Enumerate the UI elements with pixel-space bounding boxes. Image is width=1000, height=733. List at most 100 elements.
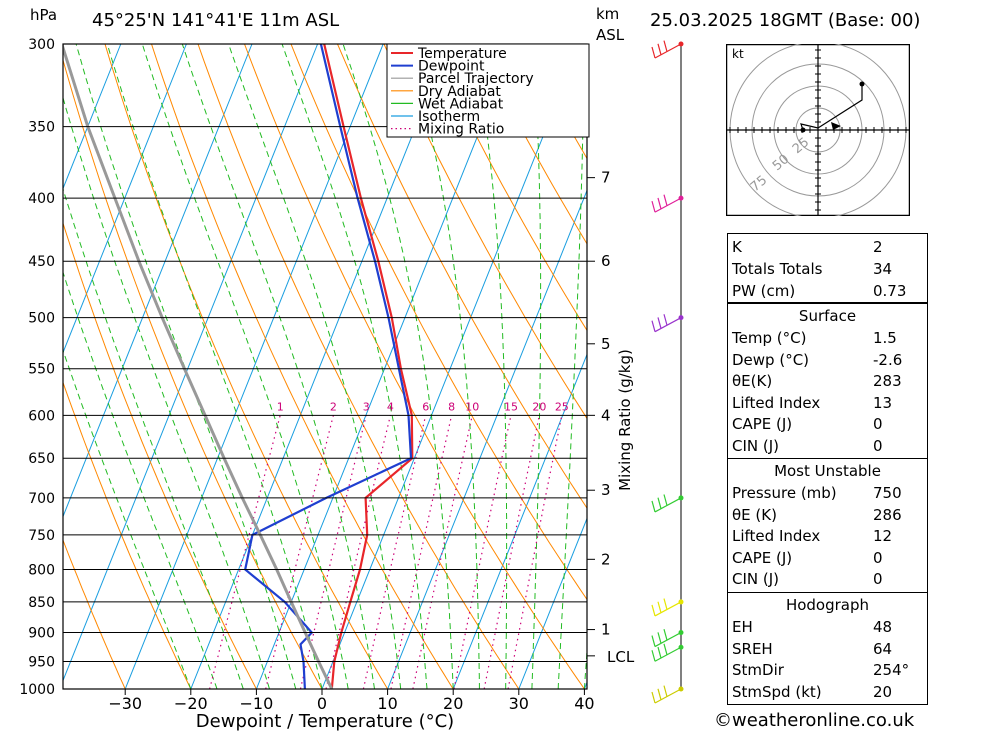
wind-barb bbox=[654, 43, 682, 59]
x-tick-label: 10 bbox=[377, 694, 397, 713]
series-line-parcel-trajectory bbox=[63, 44, 334, 689]
hodo-row-label-3: StmSpd (kt) bbox=[732, 682, 822, 701]
km-tick-label: 2 bbox=[601, 550, 611, 568]
pressure-unit-label: hPa bbox=[30, 6, 58, 24]
k-label: K bbox=[732, 238, 742, 256]
surface-row-label-1: Dewp (°C) bbox=[732, 350, 810, 369]
dry-adiabat-line bbox=[430, 44, 587, 332]
wind-barb-flag bbox=[651, 650, 656, 662]
mu-row-label-2: Lifted Index bbox=[732, 527, 821, 545]
hodo-row-value-0: 48 bbox=[873, 618, 893, 636]
surface-row-value-4: 0 bbox=[873, 415, 883, 433]
x-tick-label: 40 bbox=[574, 694, 594, 713]
wind-barb-flag bbox=[651, 691, 656, 704]
mixing-ratio-line bbox=[299, 415, 367, 689]
mixing-ratio-label: 10 bbox=[465, 400, 479, 413]
isotherm-line bbox=[63, 44, 187, 354]
wind-barb-flag bbox=[657, 497, 662, 509]
most-unstable-title: Most Unstable bbox=[774, 462, 881, 480]
mu-row-label-4: CIN (J) bbox=[732, 570, 780, 588]
mixing-ratio-axis-label: Mixing Ratio (g/kg) bbox=[616, 349, 634, 491]
mu-row-value-2: 12 bbox=[873, 527, 893, 545]
isotherm-line bbox=[387, 189, 587, 689]
mu-row-value-0: 750 bbox=[873, 484, 902, 502]
k-value: 2 bbox=[873, 238, 883, 256]
km-label: km bbox=[596, 5, 620, 23]
pressure-tick-label: 850 bbox=[28, 595, 55, 611]
wet-adiabat-line bbox=[63, 187, 244, 689]
wet-adiabat-line bbox=[63, 270, 218, 689]
km-tick-label: 4 bbox=[601, 406, 611, 424]
wind-barb-flag bbox=[663, 194, 668, 206]
mixing-ratio-label: 6 bbox=[422, 400, 429, 413]
hodograph-endpoint bbox=[859, 81, 865, 87]
pressure-tick-label: 700 bbox=[28, 491, 55, 507]
credit-link[interactable]: ©weatheronline.co.uk bbox=[714, 710, 915, 731]
wind-barb-flag bbox=[651, 500, 656, 513]
totals-label: Totals Totals bbox=[732, 260, 823, 278]
surface-row-label-3: Lifted Index bbox=[732, 393, 821, 412]
mixing-ratio-label: 25 bbox=[555, 400, 569, 413]
surface-row-label-2: θE(K) bbox=[732, 372, 773, 390]
hodo-row-label-1: SREH bbox=[732, 639, 773, 658]
datetime-title: 25.03.2025 18GMT (Base: 00) bbox=[650, 10, 921, 31]
surface-row-value-3: 13 bbox=[873, 393, 893, 412]
mu-row-value-1: 286 bbox=[873, 505, 902, 524]
km-tick-label: 1 bbox=[601, 621, 611, 639]
wind-barb-flag bbox=[657, 601, 662, 613]
asl-label: ASL bbox=[596, 26, 625, 44]
wind-barb-flag bbox=[663, 314, 668, 326]
wind-barb-flag bbox=[663, 628, 668, 641]
wind-barb bbox=[654, 317, 682, 333]
surface-row-label-5: CIN (J) bbox=[732, 436, 780, 455]
wind-barb bbox=[654, 497, 682, 513]
series-line-dewpoint bbox=[243, 44, 413, 689]
dry-adiabat-line bbox=[63, 538, 126, 689]
storm-motion-arrow bbox=[831, 122, 841, 130]
wind-barb bbox=[654, 601, 682, 617]
wind-barb-flag bbox=[651, 604, 656, 617]
wet-adiabat-line bbox=[141, 44, 349, 689]
dry-adiabat-line bbox=[197, 44, 520, 689]
legend-entry: Dewpoint bbox=[418, 59, 485, 75]
totals-value: 34 bbox=[873, 260, 893, 278]
surface-title: Surface bbox=[798, 307, 857, 325]
hodograph-unit: kt bbox=[732, 47, 744, 61]
x-tick-label: −20 bbox=[174, 694, 208, 713]
pressure-tick-label: 550 bbox=[28, 362, 55, 378]
isotherm-line bbox=[452, 353, 587, 689]
wind-barb bbox=[654, 632, 682, 648]
legend-entry: Dry Adiabat bbox=[418, 84, 501, 100]
plot-frame bbox=[62, 43, 588, 690]
pw-label: PW (cm) bbox=[732, 282, 796, 300]
mixing-ratio-line bbox=[453, 415, 512, 689]
isotherm-line bbox=[255, 44, 515, 689]
x-tick-label: −30 bbox=[108, 694, 142, 713]
mu-row-label-0: Pressure (mb) bbox=[732, 484, 837, 502]
hodograph-title: Hodograph bbox=[785, 596, 870, 614]
wind-barb-flag bbox=[663, 40, 668, 52]
hodograph-startpoint bbox=[800, 127, 806, 133]
wind-barb-flag bbox=[657, 646, 662, 659]
legend-entry: Isotherm bbox=[418, 109, 480, 125]
wet-adiabat-line bbox=[63, 348, 192, 689]
indices-table: K 2 Totals Totals 34 PW (cm) 0.73 bbox=[727, 233, 928, 303]
wind-barb bbox=[654, 688, 682, 704]
pw-value: 0.73 bbox=[873, 282, 907, 300]
wind-barb-flag bbox=[663, 494, 668, 506]
dry-adiabat-line bbox=[476, 44, 587, 245]
pressure-tick-label: 1000 bbox=[19, 682, 55, 698]
wet-adiabat-line bbox=[557, 44, 585, 689]
wind-barb-flag bbox=[651, 200, 656, 213]
dry-adiabat-line bbox=[337, 44, 587, 510]
wind-barb-flag bbox=[657, 43, 662, 55]
isotherm-line bbox=[63, 44, 122, 190]
stability-table: Surface Temp (°C) 1.5 Dewp (°C) -2.6 θE(K) 28… bbox=[727, 303, 928, 705]
mu-row-value-3: 0 bbox=[873, 548, 883, 567]
mixing-ratio-label: 20 bbox=[532, 400, 546, 413]
pressure-tick-label: 450 bbox=[28, 254, 55, 270]
pressure-tick-label: 500 bbox=[28, 311, 55, 327]
dry-adiabat-line bbox=[383, 44, 587, 420]
km-tick-label: 7 bbox=[601, 169, 611, 187]
